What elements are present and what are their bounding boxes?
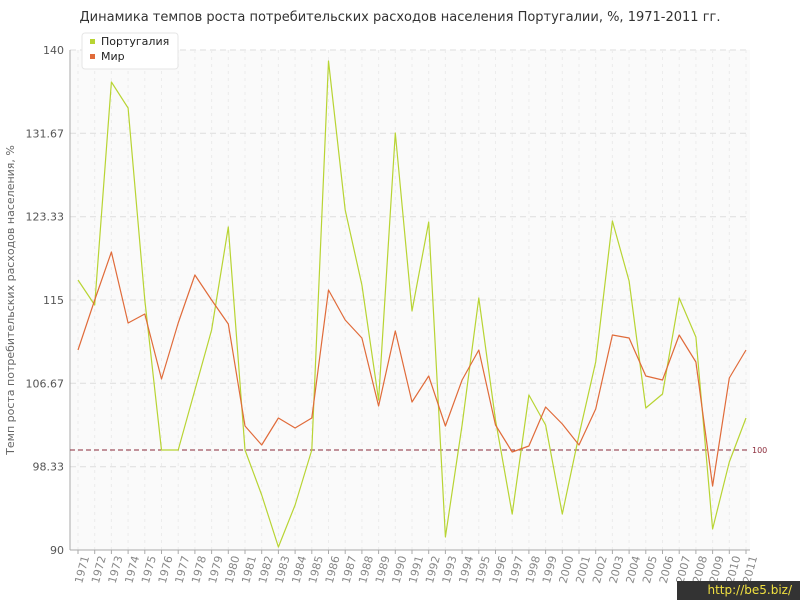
legend-item-label[interactable]: Мир xyxy=(101,50,125,63)
y-tick-label: 140 xyxy=(43,44,64,57)
legend-box xyxy=(81,32,179,70)
legend[interactable]: Португалия Мир xyxy=(81,32,179,70)
x-tick-labels: 1971197219731974197519761977197819791980… xyxy=(72,554,760,584)
reference-line-label: 100 xyxy=(752,446,767,455)
y-tick-label: 98.33 xyxy=(33,461,65,474)
legend-swatch xyxy=(90,39,95,44)
watermark-link[interactable]: http://be5.biz/ xyxy=(677,581,800,600)
y-axis-label: Темп роста потребительских расходов насе… xyxy=(4,145,17,456)
series-line-portugal[interactable] xyxy=(77,60,747,548)
series-line-world[interactable] xyxy=(77,251,747,487)
y-tick-label: 123.33 xyxy=(26,211,65,224)
series-lines xyxy=(77,60,747,548)
chart-title: Динамика темпов роста потребительских ра… xyxy=(79,10,721,25)
reference-line-group: 100 xyxy=(70,446,767,455)
legend-swatch xyxy=(90,54,95,59)
axes xyxy=(69,50,750,554)
y-tick-labels: 90 98.33 106.67 115 123.33 131.67 140 xyxy=(26,44,65,557)
y-tick-label: 115 xyxy=(43,294,64,307)
y-tick-label: 106.67 xyxy=(26,377,65,390)
y-tick-label: 131.67 xyxy=(26,127,65,140)
y-tick-label: 90 xyxy=(50,544,64,557)
legend-item-label[interactable]: Португалия xyxy=(101,35,169,48)
